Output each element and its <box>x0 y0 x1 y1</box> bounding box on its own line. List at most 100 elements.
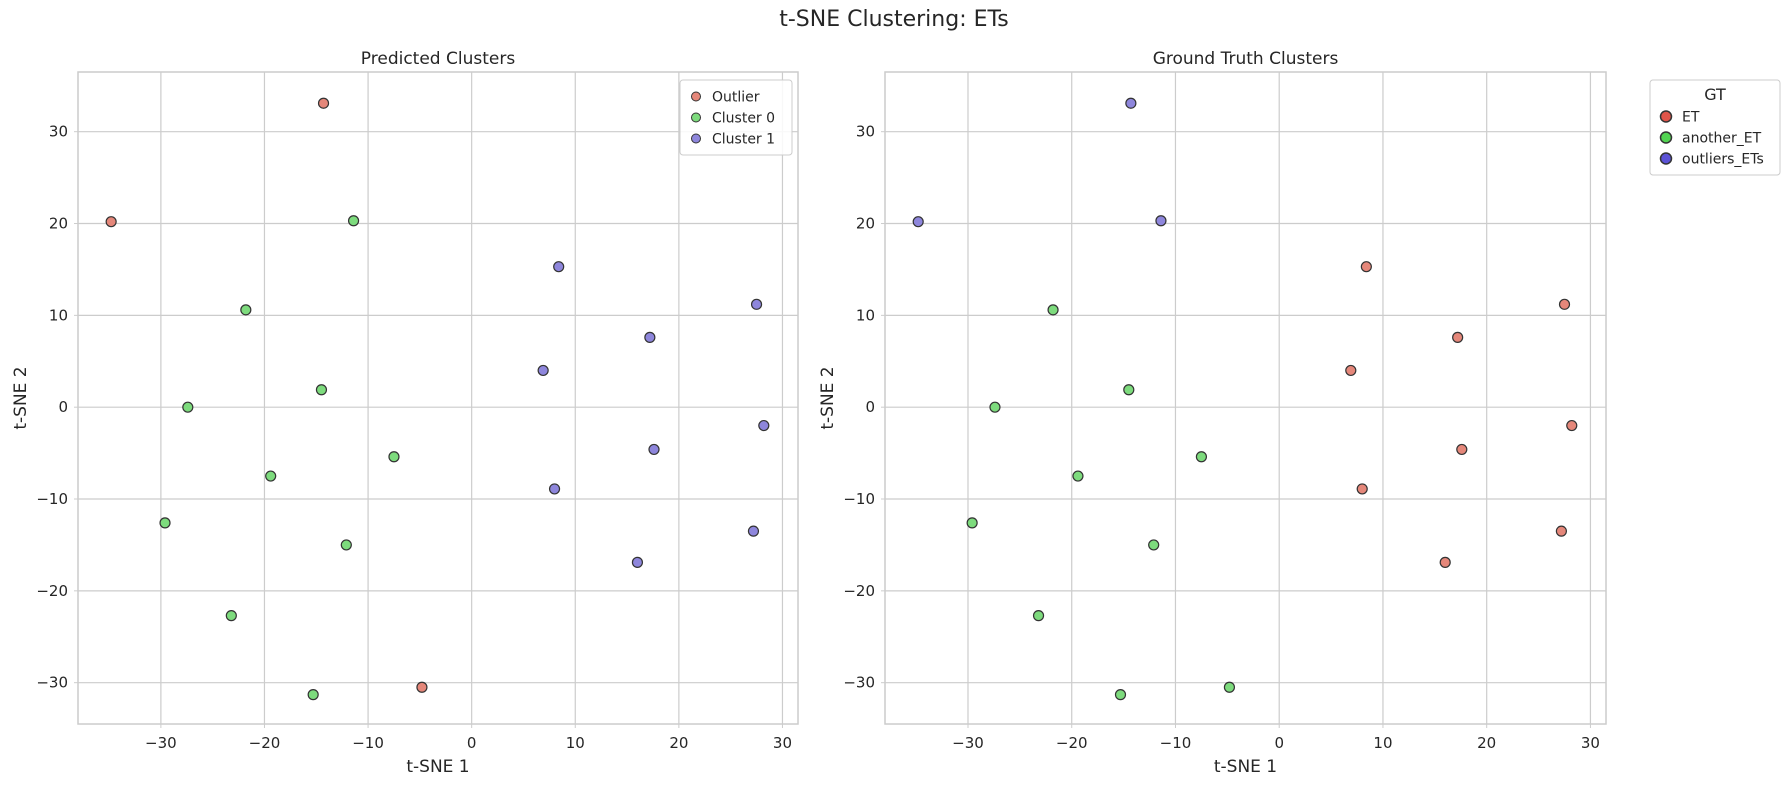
legend-marker <box>1659 131 1673 144</box>
panel-title: Ground Truth Clusters <box>1153 49 1339 69</box>
y-tick-label: 10 <box>49 306 68 324</box>
scatter-point <box>1345 364 1357 377</box>
scatter-point <box>1032 610 1045 622</box>
legend-box <box>1649 79 1781 176</box>
series-outliers-ets <box>912 97 1167 228</box>
legend-title: GT <box>1704 85 1726 104</box>
y-tick-label: 20 <box>856 215 875 233</box>
scatter-point <box>648 443 660 456</box>
scatter-point <box>317 97 330 109</box>
legend-entry-label: Outlier <box>712 90 760 106</box>
x-tick-label: 30 <box>1581 734 1600 752</box>
series-cluster-1 <box>537 261 770 568</box>
legend-entry-label: outliers_ETs <box>1682 152 1764 168</box>
scatter-point <box>1155 215 1167 227</box>
panel-predicted-clusters: −30 −20 −10 0 10 20 30 −30 −20 −10 0 10 20 30 t-SNE 1 t… <box>11 49 799 777</box>
scatter-point <box>537 364 549 377</box>
scatter-point <box>159 517 171 529</box>
y-axis-label: t-SNE 2 <box>11 366 31 429</box>
y-tick-label: 0 <box>865 398 875 416</box>
scatter-point <box>1047 304 1059 316</box>
y-tick-label: −30 <box>36 674 68 692</box>
legend-entry-label: Cluster 0 <box>712 111 775 127</box>
scatter-point <box>1456 443 1468 456</box>
panel-ground-truth-clusters: −30 −20 −10 0 10 20 30 −30 −20 −10 0 10 20 30 t-SNE 1 t… <box>818 49 1781 777</box>
y-tick-label: 10 <box>856 306 875 324</box>
series-another-et <box>966 304 1236 701</box>
legend-marker <box>1659 110 1673 123</box>
scatter-point <box>1558 298 1571 310</box>
scatter-point <box>644 331 656 343</box>
scatter-point <box>240 304 252 316</box>
x-axis-label: t-SNE 1 <box>406 757 469 777</box>
scatter-point <box>225 610 237 622</box>
y-axis-label: t-SNE 2 <box>818 366 838 429</box>
scatter-point <box>1123 384 1135 396</box>
x-tick-label: 20 <box>1477 734 1496 752</box>
series-outlier <box>105 97 428 693</box>
scatter-point <box>966 517 978 529</box>
x-tick-label: −30 <box>145 734 177 752</box>
legend-marker <box>1659 152 1673 165</box>
scatter-point <box>1125 97 1137 109</box>
scatter-point <box>1360 261 1372 273</box>
panel-title: Predicted Clusters <box>361 49 516 69</box>
scatter-point <box>989 401 1001 413</box>
x-tick-label: 10 <box>1373 734 1392 752</box>
legend-entry-label: ET <box>1682 110 1700 126</box>
scatter-point <box>1439 556 1451 568</box>
legend-box <box>679 79 793 156</box>
series-et <box>1345 261 1578 568</box>
legend-marker <box>691 133 701 144</box>
legend-entry-label: Cluster 1 <box>712 132 775 148</box>
scatter-point <box>315 384 328 396</box>
x-tick-label: −30 <box>952 734 984 752</box>
scatter-point <box>1452 331 1464 343</box>
figure-title: t-SNE Clustering: ETs <box>779 7 1009 32</box>
y-tick-label: 0 <box>58 398 68 416</box>
scatter-point <box>1195 451 1208 463</box>
y-tick-label: 30 <box>856 123 875 141</box>
x-tick-label: 10 <box>566 734 585 752</box>
x-tick-label: 20 <box>669 734 688 752</box>
y-tick-label: 30 <box>49 123 68 141</box>
legend: Outlier Cluster 0 Cluster 1 <box>679 79 793 156</box>
scatter-point <box>1114 689 1127 701</box>
scatter-point <box>1356 483 1368 495</box>
scatter-point <box>631 556 644 568</box>
scatter-point <box>307 689 319 701</box>
y-tick-label: −10 <box>843 490 875 508</box>
series-cluster-0 <box>159 215 400 701</box>
scatter-point <box>416 681 428 693</box>
legend-entry-label: another_ET <box>1682 131 1762 147</box>
scatter-point <box>340 539 352 551</box>
scatter-point <box>1148 539 1160 551</box>
scatter-point <box>1223 681 1236 693</box>
scatter-point <box>747 525 760 537</box>
x-tick-label: 0 <box>1274 734 1284 752</box>
scatter-point <box>553 261 565 273</box>
x-tick-label: 30 <box>773 734 792 752</box>
y-tick-label: 20 <box>49 215 68 233</box>
x-tick-label: −10 <box>352 734 384 752</box>
scatter-point <box>758 419 770 432</box>
x-tick-label: 0 <box>467 734 477 752</box>
scatter-point <box>1555 525 1567 537</box>
scatter-point <box>265 470 277 482</box>
scatter-point <box>1072 470 1084 482</box>
y-tick-label: −30 <box>843 674 875 692</box>
scatter-point <box>750 298 763 310</box>
scatter-point <box>347 215 360 227</box>
plot-frame <box>77 71 799 725</box>
scatter-point <box>388 451 400 463</box>
scatter-point <box>182 401 194 413</box>
x-tick-label: −20 <box>1056 734 1088 752</box>
y-tick-label: −20 <box>36 582 68 600</box>
scatter-point <box>105 216 117 228</box>
legend-marker <box>691 112 701 123</box>
y-tick-label: −20 <box>843 582 875 600</box>
legend-marker <box>691 91 701 102</box>
x-axis-label: t-SNE 1 <box>1214 757 1277 777</box>
